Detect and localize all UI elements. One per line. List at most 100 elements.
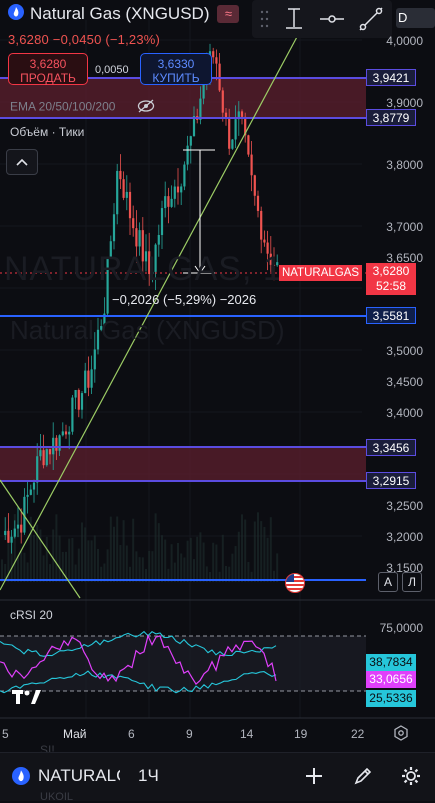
candle-body (93, 349, 96, 370)
trend-line (0, 34, 299, 591)
chart-canvas[interactable] (0, 0, 435, 752)
candle-body (42, 450, 45, 466)
volume-bar (55, 514, 58, 582)
volume-bar (157, 523, 160, 582)
volume-bar (173, 562, 176, 582)
volume-indicator-label[interactable]: Объём · Тики (10, 125, 85, 139)
candle-body (32, 482, 36, 490)
candle-body (68, 431, 71, 435)
candle-body (224, 112, 228, 119)
volume-bar (71, 537, 74, 582)
behind-text: UKOIL (40, 791, 74, 803)
settings-gear-icon[interactable] (400, 765, 422, 792)
symbol-header[interactable]: Natural Gas (XNGUSD) ≈ (0, 0, 240, 28)
cursor-line-icon[interactable] (286, 8, 302, 29)
candle-body (29, 489, 32, 495)
candle-body (84, 370, 87, 394)
rsi-value-tag: 38,7834 (366, 654, 416, 671)
volume-bar (260, 521, 263, 582)
level-tag[interactable]: 3,8779 (366, 109, 416, 126)
candle-body (160, 208, 164, 235)
candle-body (132, 218, 135, 229)
spread-value: 0,0050 (95, 64, 129, 76)
volume-bar (138, 557, 141, 582)
interval-partial[interactable]: D (396, 8, 435, 28)
volume-bar (266, 537, 269, 582)
candle-body (135, 228, 138, 247)
volume-bar (145, 568, 147, 582)
bottom-toolbar: NATURALGAS 1Ч UKOIL (0, 752, 435, 803)
rsi-upper-level: 75,0000 (379, 621, 423, 635)
price-tick: 3,1500 (386, 561, 423, 575)
candle-body (80, 393, 84, 410)
candle-body (100, 326, 103, 330)
rsi-band (0, 636, 366, 691)
interval-selector[interactable]: 1Ч (138, 766, 159, 785)
candle-body (202, 78, 205, 99)
ema-indicator-label[interactable]: EMA 20/50/100/200 (10, 99, 155, 116)
candle-body (173, 186, 176, 199)
volume-bar (183, 557, 186, 582)
candle-body (125, 191, 128, 198)
waves-icon[interactable]: ≈ (217, 5, 240, 23)
time-axis-settings-icon[interactable] (393, 725, 409, 746)
trend-line-icon[interactable] (359, 7, 383, 31)
watermark-symbol: NATURALGAS, 1 (4, 250, 283, 288)
collapse-indicators-button[interactable] (6, 149, 38, 175)
log-scale-button[interactable]: Л (402, 572, 422, 592)
volume-bar (225, 566, 227, 582)
volume-bar (36, 524, 39, 582)
volume-bar (20, 550, 23, 582)
buy-price: 3,6330 (157, 57, 195, 71)
volume-bar (241, 514, 243, 582)
us-flag-icon[interactable] (285, 573, 305, 593)
volume-bar (10, 536, 13, 582)
level-tag[interactable]: 3,2915 (366, 472, 416, 489)
candle-body (189, 136, 192, 146)
volume-bar (125, 545, 128, 582)
volume-bar (177, 543, 179, 582)
eye-hidden-icon[interactable] (137, 99, 155, 116)
candle-body (7, 530, 10, 543)
drawing-pen-icon[interactable] (352, 765, 374, 792)
volume-bar (218, 571, 221, 582)
candle-body (16, 524, 20, 529)
grip-icon[interactable] (260, 10, 269, 28)
volume-bar (4, 563, 7, 582)
rsi-indicator-label[interactable]: cRSI 20 (10, 608, 53, 622)
volume-bar (58, 535, 61, 582)
chevron-up-icon (16, 153, 28, 171)
volume-bar (269, 517, 272, 582)
level-tag[interactable]: 3,9421 (366, 69, 416, 86)
auto-scale-button[interactable]: A (378, 572, 398, 592)
horizontal-line-icon[interactable] (320, 15, 344, 23)
candle-body (260, 210, 263, 240)
candle-body (231, 139, 234, 149)
volume-bar (103, 563, 106, 582)
candle-body (215, 57, 218, 64)
candle-body (87, 370, 90, 388)
volume-bar (77, 548, 80, 582)
volume-bar (257, 512, 259, 582)
symbol-selector[interactable]: NATURALGAS (38, 766, 120, 785)
sell-button[interactable]: 3,6280 ПРОДАТЬ (8, 53, 88, 85)
candle-body (45, 449, 48, 466)
volume-bar (196, 536, 199, 582)
add-icon[interactable] (303, 765, 325, 792)
candle-body (128, 191, 132, 219)
volume-bar (13, 514, 16, 582)
rsi-line (0, 633, 277, 686)
volume-bar (100, 566, 103, 582)
volume-bar (29, 516, 32, 582)
volume-bar (228, 566, 231, 582)
candle-body (228, 118, 231, 149)
buy-button[interactable]: 3,6330 КУПИТЬ (140, 53, 212, 85)
candle-body (141, 230, 144, 262)
candle-body (263, 239, 266, 243)
volume-bar (61, 551, 64, 582)
measure-result: −0,2026 (−5,29%) −2026 (112, 292, 257, 307)
level-tag[interactable]: 3,3456 (366, 439, 416, 456)
candle-body (61, 431, 64, 436)
level-tag[interactable]: 3,5581 (366, 307, 416, 324)
volume-bar (193, 559, 195, 582)
